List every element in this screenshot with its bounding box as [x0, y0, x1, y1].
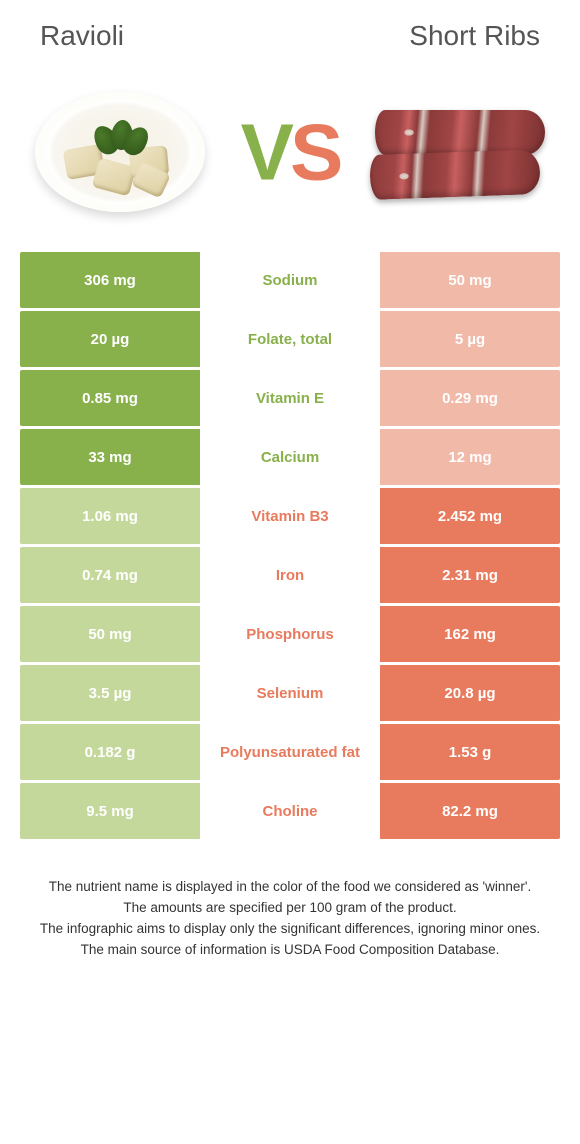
footer-notes: The nutrient name is displayed in the co… [0, 842, 580, 961]
footer-line: The amounts are specified per 100 gram o… [30, 898, 550, 919]
value-right: 162 mg [380, 606, 560, 662]
nutrient-label: Sodium [200, 252, 380, 308]
vs-v: V [241, 107, 290, 196]
table-row: 0.182 gPolyunsaturated fat1.53 g [20, 724, 560, 780]
vs-label: VS [241, 106, 340, 198]
nutrient-label: Vitamin E [200, 370, 380, 426]
value-left: 3.5 µg [20, 665, 200, 721]
table-row: 9.5 mgCholine82.2 mg [20, 783, 560, 839]
value-right: 5 µg [380, 311, 560, 367]
value-left: 0.74 mg [20, 547, 200, 603]
value-left: 0.85 mg [20, 370, 200, 426]
value-left: 20 µg [20, 311, 200, 367]
nutrient-label: Vitamin B3 [200, 488, 380, 544]
nutrient-label: Folate, total [200, 311, 380, 367]
table-row: 50 mgPhosphorus162 mg [20, 606, 560, 662]
value-right: 12 mg [380, 429, 560, 485]
hero-section: VS [0, 62, 580, 252]
footer-line: The nutrient name is displayed in the co… [30, 877, 550, 898]
ravioli-plate-icon [35, 92, 205, 212]
value-right: 50 mg [380, 252, 560, 308]
value-left: 306 mg [20, 252, 200, 308]
title-right: Short Ribs [409, 20, 540, 52]
food-image-right [370, 82, 550, 222]
nutrient-label: Phosphorus [200, 606, 380, 662]
table-row: 3.5 µgSelenium20.8 µg [20, 665, 560, 721]
footer-line: The infographic aims to display only the… [30, 919, 550, 940]
value-left: 33 mg [20, 429, 200, 485]
value-left: 0.182 g [20, 724, 200, 780]
title-row: Ravioli Short Ribs [0, 0, 580, 62]
nutrient-label: Polyunsaturated fat [200, 724, 380, 780]
food-image-left [30, 82, 210, 222]
table-row: 1.06 mgVitamin B32.452 mg [20, 488, 560, 544]
value-right: 0.29 mg [380, 370, 560, 426]
nutrient-label: Iron [200, 547, 380, 603]
value-right: 20.8 µg [380, 665, 560, 721]
table-row: 0.85 mgVitamin E0.29 mg [20, 370, 560, 426]
value-left: 50 mg [20, 606, 200, 662]
table-row: 20 µgFolate, total5 µg [20, 311, 560, 367]
vs-s: S [290, 107, 339, 196]
title-left: Ravioli [40, 20, 124, 52]
value-right: 82.2 mg [380, 783, 560, 839]
value-right: 2.452 mg [380, 488, 560, 544]
value-left: 1.06 mg [20, 488, 200, 544]
value-right: 1.53 g [380, 724, 560, 780]
nutrient-label: Calcium [200, 429, 380, 485]
short-ribs-icon [370, 92, 550, 212]
table-row: 0.74 mgIron2.31 mg [20, 547, 560, 603]
nutrient-label: Selenium [200, 665, 380, 721]
table-row: 306 mgSodium50 mg [20, 252, 560, 308]
value-right: 2.31 mg [380, 547, 560, 603]
footer-line: The main source of information is USDA F… [30, 940, 550, 961]
value-left: 9.5 mg [20, 783, 200, 839]
nutrient-label: Choline [200, 783, 380, 839]
table-row: 33 mgCalcium12 mg [20, 429, 560, 485]
nutrient-table: 306 mgSodium50 mg20 µgFolate, total5 µg0… [0, 252, 580, 839]
